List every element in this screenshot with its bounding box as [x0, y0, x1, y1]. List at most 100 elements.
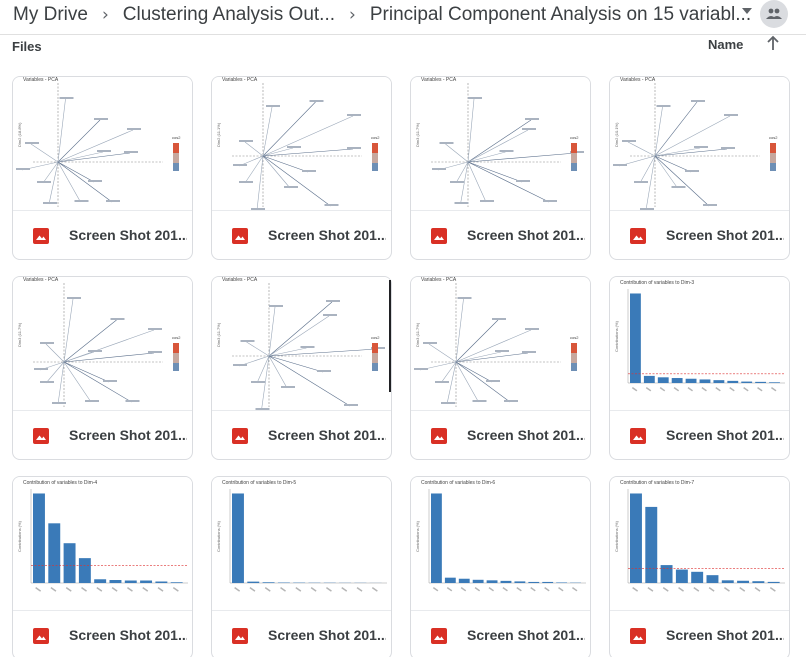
tick-label: [447, 587, 452, 591]
tick-label: [724, 587, 730, 592]
file-card[interactable]: Variables - PCA Dim3 (11.7%) cos2 Screen Sh…: [410, 276, 591, 460]
image-file-icon: [431, 428, 447, 444]
bar: [661, 565, 673, 583]
breadcrumb-folder[interactable]: Clustering Analysis Out...: [123, 4, 335, 26]
thumbnail-edge: [389, 280, 391, 392]
file-card[interactable]: Contribution of variables to Dim-5 Contri…: [211, 476, 392, 657]
image-file-icon: [630, 428, 646, 444]
tick-label: [646, 387, 651, 391]
thumb-ylabel: Contributions (%): [216, 520, 221, 552]
bar: [741, 382, 752, 383]
file-thumbnail[interactable]: Variables - PCA Dim3 (11.7%) cos2: [411, 77, 591, 211]
tick-label: [688, 387, 693, 391]
file-title-bar[interactable]: Screen Shot 201...: [411, 411, 591, 460]
bar: [755, 382, 766, 383]
tick-label: [81, 587, 87, 592]
thumb-ylabel: Dim3 (11.7%): [415, 122, 420, 147]
thumb-title: Variables - PCA: [620, 77, 656, 83]
thumb-title: Variables - PCA: [23, 77, 59, 83]
tick-label: [295, 587, 301, 592]
bar: [140, 581, 152, 583]
file-title-bar[interactable]: Screen Shot 201...: [13, 211, 193, 260]
caret-down-icon[interactable]: [742, 8, 752, 14]
tick-label: [647, 587, 653, 592]
breadcrumb-current-folder[interactable]: Principal Component Analysis on 15 varia…: [370, 4, 751, 26]
bar: [473, 580, 484, 583]
bar: [431, 493, 442, 583]
file-card[interactable]: Contribution of variables to Dim-6 Contri…: [410, 476, 591, 657]
tick-label: [632, 387, 637, 391]
file-card[interactable]: Variables - PCA Dim3 (11.7%) cos2 Screen Sh…: [410, 76, 591, 260]
file-thumbnail[interactable]: Contribution of variables to Dim-6 Contri…: [411, 477, 591, 611]
bar: [713, 380, 724, 383]
file-thumbnail[interactable]: Variables - PCA Dim3 (11.7%) cos2: [212, 277, 392, 411]
tick-label: [739, 587, 745, 592]
bar: [630, 493, 642, 583]
file-title-bar[interactable]: Screen Shot 201...: [411, 611, 591, 657]
bar: [672, 378, 683, 383]
bar: [232, 493, 244, 583]
breadcrumb-my-drive[interactable]: My Drive: [13, 4, 88, 26]
thumb-title: Contribution of variables to Dim-6: [421, 480, 495, 486]
file-title-bar[interactable]: Screen Shot 201...: [13, 611, 193, 657]
tick-label: [66, 587, 72, 592]
tick-label: [96, 587, 102, 592]
thumb-ylabel: Dim2 (18.8%): [17, 122, 22, 147]
bar: [501, 581, 512, 583]
file-name: Screen Shot 201...: [268, 427, 386, 443]
file-title-bar[interactable]: Screen Shot 201...: [411, 211, 591, 260]
file-card[interactable]: Variables - PCA Dim3 (11.7%) cos2 Screen Sh…: [12, 276, 193, 460]
arrow-up-icon[interactable]: [765, 34, 781, 52]
tick-label: [173, 587, 179, 592]
file-card[interactable]: Variables - PCA Dim2 (11.1%) cos2 Screen Sh…: [211, 76, 392, 260]
tick-label: [475, 587, 480, 591]
file-title-bar[interactable]: Screen Shot 201...: [212, 611, 392, 657]
bar: [542, 582, 553, 583]
file-card[interactable]: Contribution of variables to Dim-7 Contri…: [609, 476, 790, 657]
bar: [700, 379, 711, 383]
file-title-bar[interactable]: Screen Shot 201...: [212, 411, 392, 460]
thumb-ylabel: Dim2 (11.1%): [216, 122, 221, 147]
file-thumbnail[interactable]: Variables - PCA Dim2 (10.1%) cos2: [610, 77, 790, 211]
file-thumbnail[interactable]: Variables - PCA Dim3 (11.7%) cos2: [13, 277, 193, 411]
file-title-bar[interactable]: Screen Shot 201...: [610, 611, 790, 657]
legend-title: cos2: [570, 335, 579, 340]
image-file-icon: [232, 628, 248, 644]
bar: [125, 581, 137, 583]
file-card[interactable]: Variables - PCA Dim2 (10.1%) cos2 Screen Sh…: [609, 76, 790, 260]
bar: [644, 376, 655, 383]
thumb-title: Contribution of variables to Dim-3: [620, 280, 694, 286]
image-file-icon: [431, 228, 447, 244]
file-thumbnail[interactable]: Variables - PCA Dim2 (18.8%) cos2: [13, 77, 193, 211]
bar: [645, 507, 657, 583]
file-thumbnail[interactable]: Variables - PCA Dim2 (11.1%) cos2: [212, 77, 392, 211]
people-icon[interactable]: [760, 0, 788, 28]
tick-label: [142, 587, 148, 592]
bar: [94, 579, 106, 583]
file-thumbnail[interactable]: Variables - PCA Dim3 (11.7%) cos2: [411, 277, 591, 411]
file-thumbnail[interactable]: Contribution of variables to Dim-5 Contri…: [212, 477, 392, 611]
file-title-bar[interactable]: Screen Shot 201...: [212, 211, 392, 260]
file-title-bar[interactable]: Screen Shot 201...: [13, 411, 193, 460]
file-card[interactable]: Variables - PCA Dim3 (11.7%) cos2 Screen Sh…: [211, 276, 392, 460]
file-card[interactable]: Contribution of variables to Dim-3 Contri…: [609, 276, 790, 460]
sort-by-name-button[interactable]: Name: [708, 37, 743, 52]
legend-title: cos2: [172, 135, 181, 140]
file-thumbnail[interactable]: Contribution of variables to Dim-3 Contri…: [610, 277, 790, 411]
file-card[interactable]: Variables - PCA Dim2 (18.8%) cos2 Screen Sh…: [12, 76, 193, 260]
bar: [110, 580, 122, 583]
file-thumbnail[interactable]: Contribution of variables to Dim-4 Contri…: [13, 477, 193, 611]
file-title-bar[interactable]: Screen Shot 201...: [610, 411, 790, 460]
tick-label: [530, 587, 535, 591]
file-title-bar[interactable]: Screen Shot 201...: [610, 211, 790, 260]
image-file-icon: [33, 228, 49, 244]
tick-label: [372, 587, 378, 592]
bar: [752, 581, 764, 583]
files-section-label: Files: [12, 39, 42, 54]
file-card[interactable]: Contribution of variables to Dim-4 Contri…: [12, 476, 193, 657]
chevron-right-icon: ›: [102, 5, 109, 25]
bar: [445, 578, 456, 583]
file-name: Screen Shot 201...: [467, 427, 585, 443]
tick-label: [357, 587, 363, 592]
file-thumbnail[interactable]: Contribution of variables to Dim-7 Contri…: [610, 477, 790, 611]
